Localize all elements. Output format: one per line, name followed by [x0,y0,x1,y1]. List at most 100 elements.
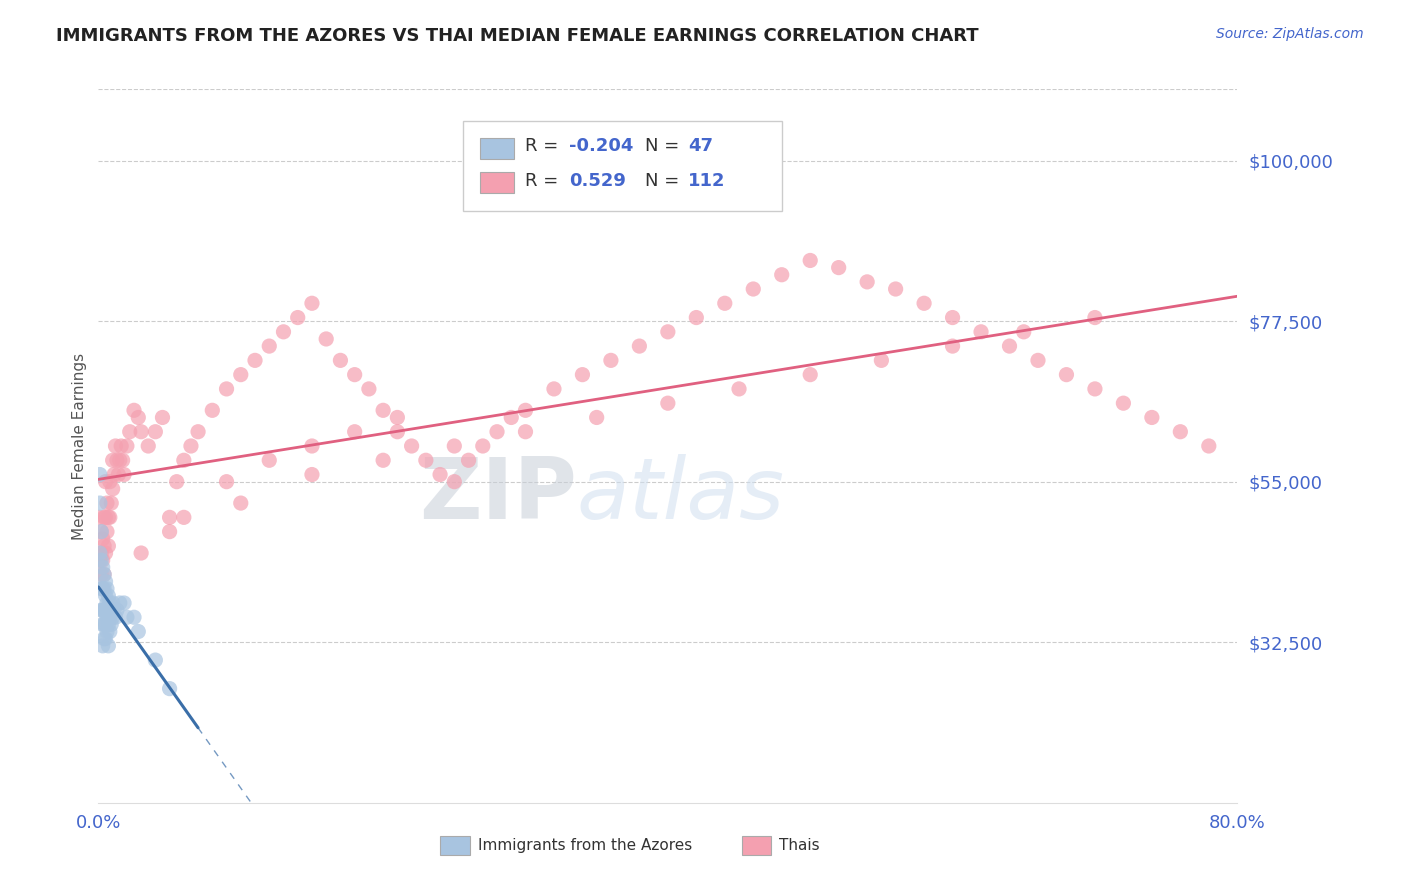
FancyBboxPatch shape [440,837,470,855]
Point [101,453,124,467]
Point [89,553,111,567]
Text: 0.529: 0.529 [569,171,626,189]
Point [912,296,935,310]
Text: -0.204: -0.204 [569,137,633,155]
Point [96,496,118,510]
Point [742,282,765,296]
Point [229,496,252,510]
Point [97,510,120,524]
Point [101,610,124,624]
Point [628,339,651,353]
Point [129,546,152,560]
Point [1198,439,1220,453]
Point [515,425,537,439]
Point [942,339,965,353]
Point [429,467,451,482]
Point [94,603,117,617]
Point [870,353,893,368]
Point [97,539,120,553]
Point [89,496,111,510]
FancyBboxPatch shape [479,137,515,159]
Point [89,546,111,560]
Point [103,467,125,482]
Point [799,368,821,382]
Point [94,510,117,524]
Point [152,410,174,425]
Point [97,639,120,653]
Point [287,310,309,325]
Point [94,589,117,603]
Point [166,475,188,489]
Point [799,253,821,268]
Point [97,589,120,603]
Point [93,632,115,646]
Point [180,439,202,453]
Point [115,439,138,453]
Point [301,439,323,453]
Point [104,610,127,624]
Point [93,510,115,524]
Point [856,275,879,289]
Point [828,260,851,275]
Point [101,482,124,496]
Point [97,603,120,617]
Point [415,453,437,467]
Point [770,268,793,282]
Y-axis label: Median Female Earnings: Median Female Earnings [72,352,87,540]
Point [100,603,122,617]
Point [93,603,115,617]
Point [93,567,115,582]
Point [373,403,395,417]
Point [108,596,131,610]
Point [471,439,494,453]
Text: R =: R = [526,137,564,155]
Point [94,617,117,632]
Point [1084,382,1107,396]
Point [91,582,114,596]
Text: Immigrants from the Azores: Immigrants from the Azores [478,838,692,853]
Point [215,382,238,396]
Point [159,510,181,524]
Point [301,467,323,482]
Text: N =: N = [645,137,685,155]
Point [159,524,181,539]
Point [104,439,127,453]
Point [273,325,295,339]
Text: Source: ZipAtlas.com: Source: ZipAtlas.com [1216,27,1364,41]
Text: 47: 47 [689,137,713,155]
Point [115,610,138,624]
Point [93,582,115,596]
Point [714,296,737,310]
Point [501,410,523,425]
Point [103,603,125,617]
Point [105,453,128,467]
Point [112,467,135,482]
Point [329,353,352,368]
Point [1170,425,1192,439]
Point [387,425,409,439]
Point [970,325,993,339]
Point [259,453,281,467]
Point [98,596,121,610]
Point [515,403,537,417]
Point [91,560,114,574]
Point [486,425,509,439]
Point [94,632,117,646]
Point [259,339,281,353]
Point [215,475,238,489]
Point [600,353,623,368]
FancyBboxPatch shape [463,121,782,211]
Point [97,617,120,632]
Point [443,475,465,489]
Point [94,546,117,560]
Point [1012,325,1035,339]
Point [173,510,195,524]
Point [357,382,380,396]
Point [243,353,266,368]
Point [373,453,395,467]
Point [942,310,965,325]
Point [105,603,128,617]
Point [90,524,112,539]
Point [1056,368,1078,382]
Point [90,567,112,582]
